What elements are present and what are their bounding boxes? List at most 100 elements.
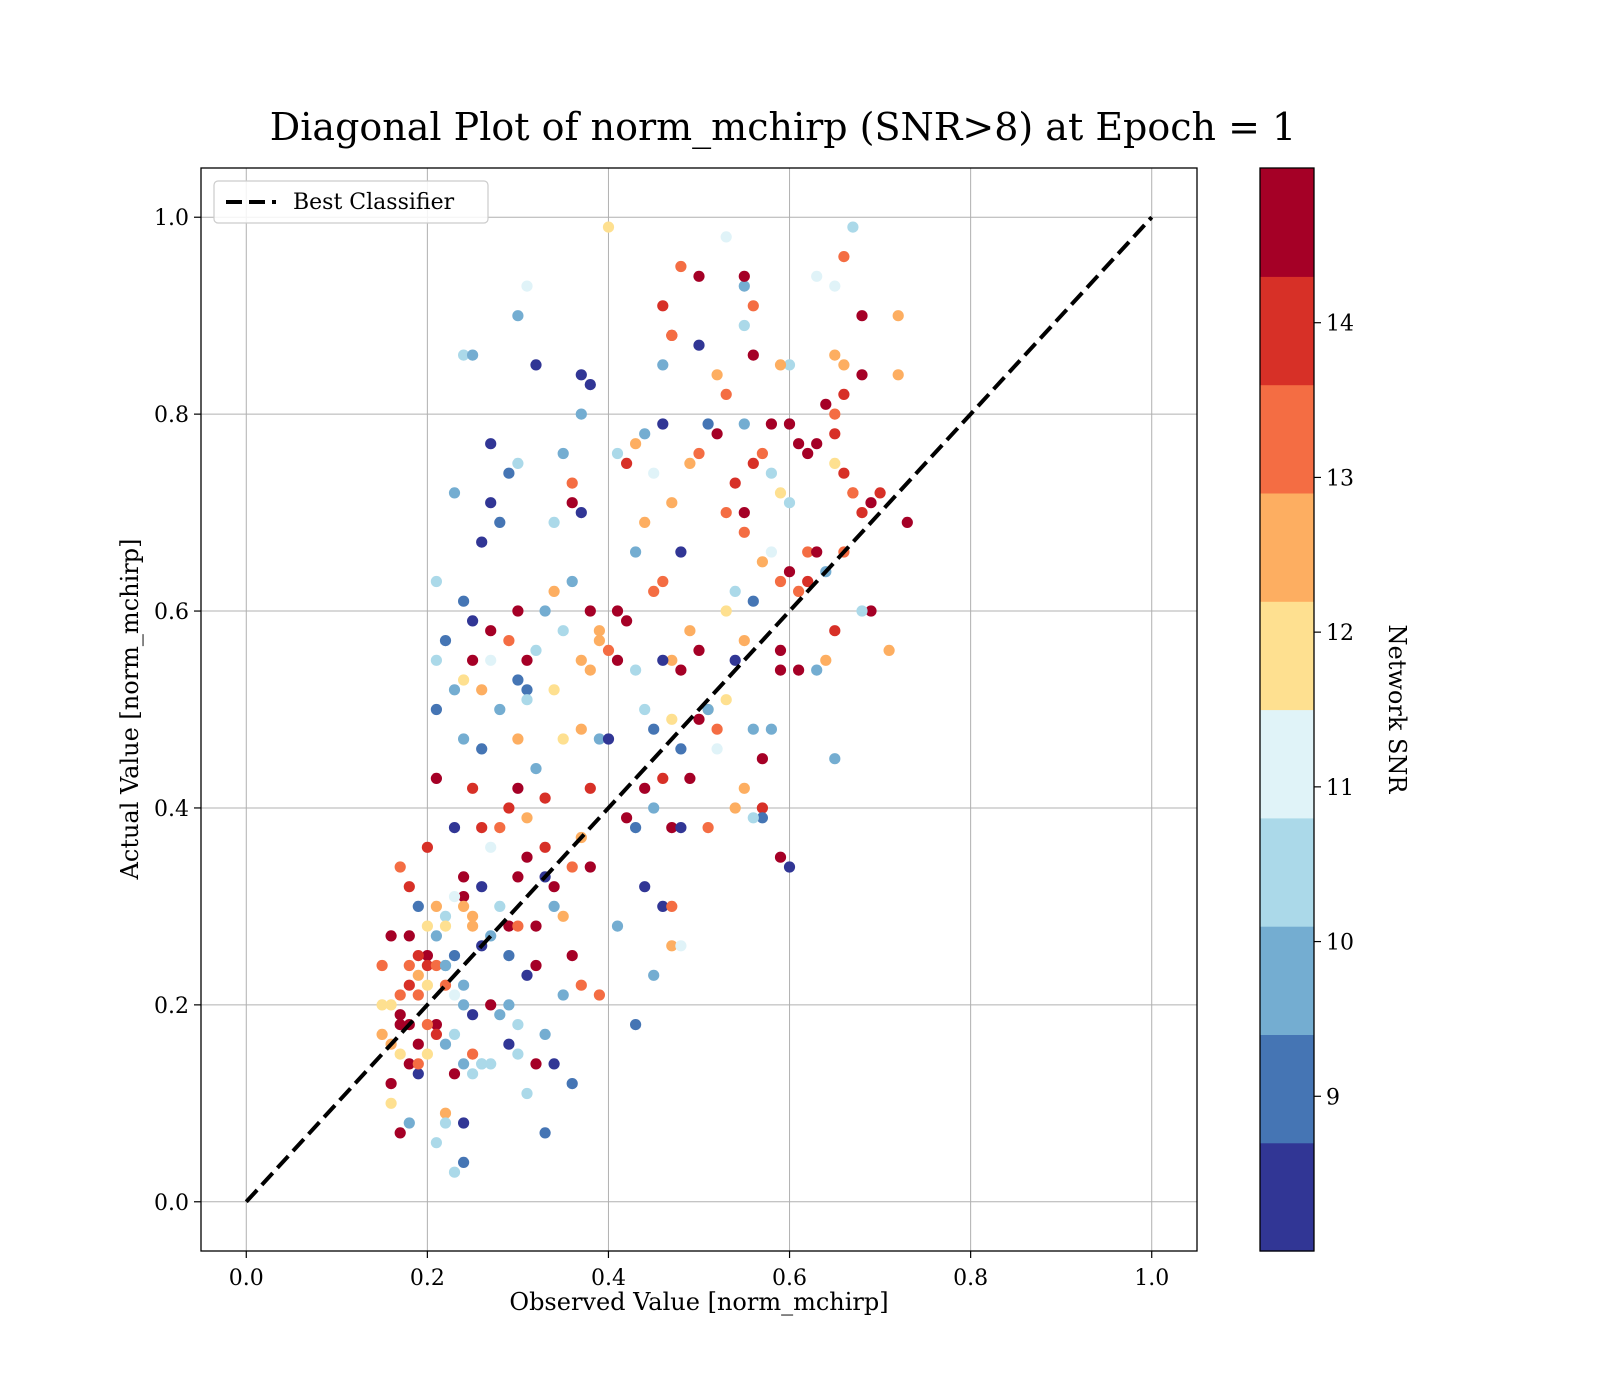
- colorbar-bin: [1260, 276, 1314, 386]
- data-point: [765, 723, 778, 735]
- data-point: [512, 310, 524, 322]
- data-point: [476, 743, 488, 755]
- data-point: [521, 684, 533, 696]
- data-point: [756, 802, 769, 814]
- data-point: [621, 615, 633, 627]
- data-point: [421, 950, 433, 962]
- data-point: [829, 280, 841, 292]
- data-point: [657, 418, 669, 430]
- data-point: [503, 467, 515, 479]
- data-point: [838, 467, 850, 479]
- data-point: [738, 418, 750, 430]
- data-point: [503, 1038, 515, 1050]
- data-point: [376, 1028, 388, 1040]
- data-point: [521, 969, 533, 981]
- data-point: [765, 467, 778, 479]
- data-point: [467, 1048, 479, 1060]
- best-classifier-line: [244, 215, 1154, 1204]
- data-point: [829, 408, 841, 420]
- data-point: [738, 319, 750, 332]
- data-point: [593, 989, 606, 1001]
- data-point: [557, 989, 569, 1001]
- data-point: [765, 418, 778, 430]
- data-point: [467, 615, 479, 627]
- data-point: [747, 300, 759, 312]
- data-point: [765, 546, 778, 558]
- data-point: [521, 812, 533, 824]
- data-point: [774, 644, 787, 657]
- data-point: [747, 812, 759, 824]
- data-point: [675, 822, 687, 834]
- x-tick-label: 0.4: [591, 1266, 626, 1291]
- data-point: [630, 546, 642, 558]
- data-point: [584, 379, 596, 391]
- data-point: [630, 1019, 642, 1031]
- data-point: [584, 782, 596, 794]
- legend-box: [213, 180, 489, 224]
- data-point: [648, 467, 660, 479]
- data-point: [693, 713, 705, 725]
- data-point: [439, 635, 452, 647]
- data-point: [530, 1058, 542, 1070]
- data-point: [448, 950, 461, 962]
- data-point: [521, 1087, 533, 1100]
- data-point: [566, 861, 578, 873]
- data-point: [512, 920, 524, 932]
- data-point: [485, 999, 497, 1011]
- data-point: [548, 1058, 560, 1070]
- data-point: [630, 438, 642, 450]
- data-point: [774, 487, 787, 499]
- data-point: [385, 999, 397, 1011]
- colorbar-ticks: 9 10 11 12 13 14: [1314, 312, 1354, 1110]
- data-point: [403, 930, 415, 942]
- data-point: [820, 654, 832, 666]
- data-point: [430, 703, 442, 716]
- data-point: [412, 950, 424, 962]
- data-point: [756, 447, 769, 460]
- data-point: [394, 1019, 406, 1031]
- data-point: [421, 979, 433, 991]
- data-point: [448, 1028, 461, 1040]
- data-point: [439, 1038, 452, 1050]
- data-point: [584, 605, 596, 617]
- data-point: [811, 664, 823, 676]
- data-point: [729, 477, 741, 489]
- data-point: [485, 625, 497, 637]
- data-point: [448, 684, 461, 696]
- data-point: [657, 654, 669, 666]
- colorbar-tick-label: 12: [1326, 621, 1354, 646]
- x-tick-label: 0.2: [410, 1266, 445, 1291]
- data-point: [421, 920, 433, 932]
- data-point: [783, 566, 796, 578]
- data-point: [467, 782, 479, 794]
- data-point: [430, 772, 442, 785]
- y-axis-label: Actual Value [norm_mchirp]: [116, 539, 144, 881]
- data-point: [385, 1078, 397, 1090]
- x-tick-label: 0.0: [229, 1266, 264, 1291]
- data-point: [430, 575, 442, 588]
- data-point: [611, 447, 624, 460]
- data-point: [521, 654, 533, 666]
- y-tick-label: 0.8: [154, 403, 189, 428]
- data-point: [403, 881, 415, 893]
- data-point: [720, 231, 732, 243]
- data-point: [458, 979, 470, 991]
- data-point: [512, 1048, 524, 1060]
- data-point: [639, 881, 651, 893]
- data-point: [467, 910, 479, 922]
- data-point: [602, 644, 615, 657]
- data-point: [503, 999, 515, 1011]
- y-tick-label: 0.2: [154, 994, 189, 1019]
- scatter-points: [376, 221, 913, 1178]
- data-point: [611, 605, 624, 617]
- data-point: [865, 497, 877, 509]
- data-point: [847, 487, 859, 499]
- colorbar-bin: [1260, 601, 1314, 711]
- data-point: [630, 822, 642, 834]
- colorbar-tick-label: 9: [1326, 1085, 1340, 1110]
- data-point: [503, 920, 515, 932]
- x-axis-ticks: 0.0 0.2 0.4 0.6 0.8 1.0: [229, 1251, 1169, 1291]
- data-point: [838, 359, 850, 371]
- data-point: [648, 802, 660, 814]
- data-point: [458, 1117, 470, 1129]
